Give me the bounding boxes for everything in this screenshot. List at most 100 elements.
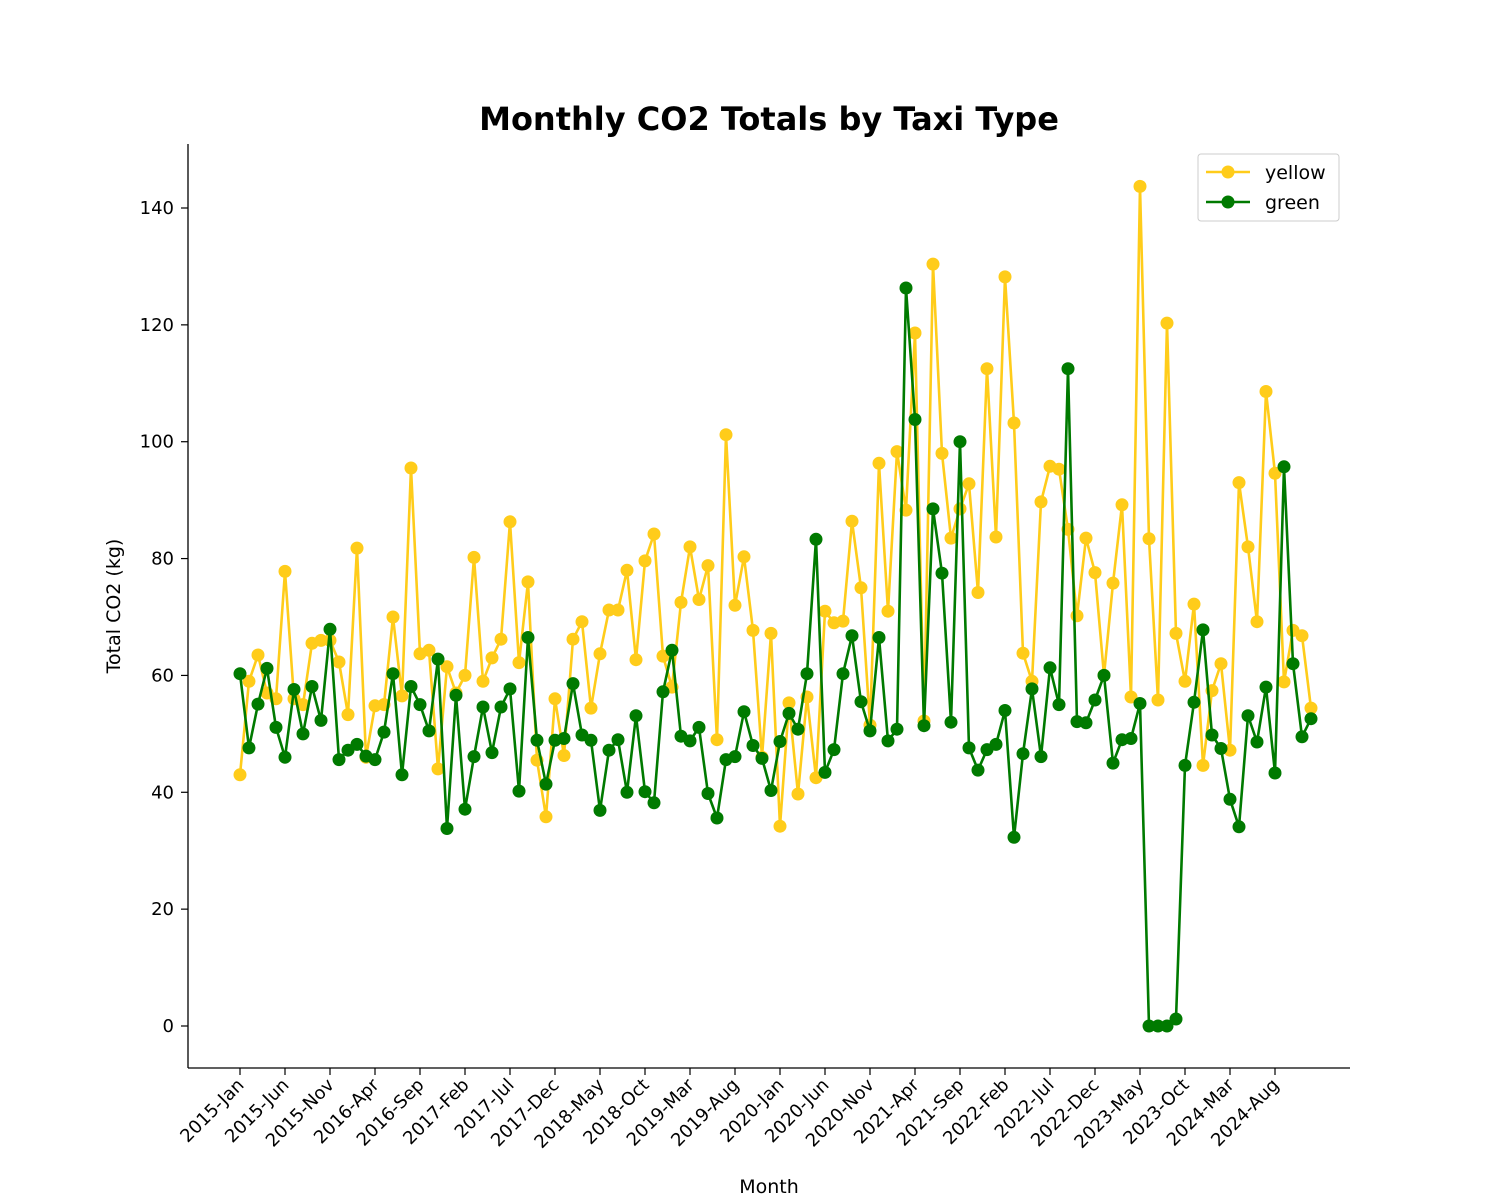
data-point-yellow (818, 604, 832, 618)
data-point-yellow (1304, 701, 1318, 715)
data-point-yellow (611, 603, 625, 617)
data-point-yellow (998, 270, 1012, 284)
data-point-green (413, 698, 427, 712)
chart-title: Monthly CO2 Totals by Taxi Type (479, 100, 1059, 138)
data-point-yellow (836, 614, 850, 628)
data-point-green (881, 734, 895, 748)
data-point-yellow (1070, 609, 1084, 623)
data-point-green (998, 704, 1012, 717)
legend-label-green: green (1265, 192, 1320, 214)
data-point-green (1223, 792, 1237, 806)
data-point-yellow (575, 615, 589, 629)
data-point-green (1169, 1012, 1183, 1026)
data-point-green (296, 727, 310, 741)
x-axis-ticks: 2015-Jan2015-Jun2015-Nov2016-Apr2016-Sep… (176, 1068, 1284, 1153)
data-point-green (1268, 766, 1282, 780)
data-point-yellow (1178, 674, 1192, 688)
data-point-green (1088, 693, 1102, 707)
data-point-yellow (593, 647, 607, 661)
data-point-green (368, 753, 382, 767)
data-point-green (1151, 1019, 1165, 1033)
y-tick-label: 60 (151, 665, 174, 686)
data-point-yellow (944, 531, 958, 545)
data-point-green (962, 741, 976, 755)
data-point-green (854, 695, 868, 709)
series-yellow (233, 179, 1318, 833)
data-point-green (836, 667, 850, 681)
data-point-yellow (539, 810, 553, 824)
y-tick-label: 140 (140, 198, 174, 219)
data-point-yellow (1007, 416, 1021, 430)
data-point-yellow (314, 633, 328, 647)
series-layer (233, 179, 1318, 1033)
data-point-green (863, 724, 877, 738)
data-point-green (1295, 730, 1309, 744)
data-point-green (791, 722, 805, 736)
data-point-green (332, 753, 346, 767)
data-point-yellow (494, 632, 508, 646)
data-point-yellow (242, 674, 256, 688)
data-point-green (386, 667, 400, 681)
data-point-yellow (1259, 385, 1273, 398)
data-point-yellow (1142, 532, 1156, 546)
y-tick-label: 20 (151, 899, 174, 920)
data-point-green (1304, 712, 1318, 726)
data-point-yellow (1277, 675, 1291, 689)
data-point-green (827, 743, 841, 757)
data-point-green (908, 413, 922, 426)
data-point-green (485, 746, 499, 760)
data-point-yellow (971, 586, 985, 599)
data-point-yellow (1079, 531, 1093, 545)
data-point-yellow (737, 550, 751, 564)
y-axis-ticks: 0 20 40 60 80 100 120 140 (140, 198, 188, 1037)
data-point-yellow (620, 563, 634, 577)
data-point-green (1187, 695, 1201, 709)
data-point-yellow (773, 819, 787, 833)
data-point-yellow (548, 692, 562, 706)
data-point-green (935, 566, 949, 580)
data-point-yellow (584, 701, 598, 715)
data-point-yellow (251, 648, 265, 662)
data-point-yellow (962, 477, 976, 491)
y-tick-label: 120 (140, 315, 174, 336)
data-point-yellow (386, 610, 400, 624)
data-point-green (782, 706, 796, 720)
data-point-green (539, 777, 553, 791)
data-point-green (1124, 732, 1138, 745)
data-point-green (665, 643, 679, 657)
data-point-yellow (647, 527, 661, 541)
data-point-yellow (1241, 540, 1255, 554)
data-point-green (656, 685, 670, 699)
data-point-yellow (854, 581, 868, 595)
data-point-yellow (566, 632, 580, 646)
data-point-yellow (791, 787, 805, 801)
data-point-green (1034, 750, 1048, 764)
data-point-yellow (692, 593, 706, 606)
data-point-green (899, 281, 913, 295)
data-point-green (953, 435, 967, 449)
legend-label-yellow: yellow (1265, 162, 1326, 184)
data-point-green (1016, 747, 1030, 761)
data-point-green (1007, 830, 1021, 844)
data-point-green (1097, 668, 1111, 682)
data-point-yellow (296, 698, 310, 712)
data-point-green (944, 715, 958, 729)
data-point-yellow (431, 762, 445, 776)
y-tick-label: 100 (140, 432, 174, 453)
data-point-green (800, 667, 814, 681)
data-point-green (557, 732, 571, 745)
data-point-yellow (764, 626, 778, 640)
data-point-green (710, 811, 724, 825)
data-point-green (431, 652, 445, 666)
data-point-yellow (467, 550, 481, 564)
data-point-yellow (728, 598, 742, 612)
data-point-yellow (953, 502, 967, 516)
data-point-yellow (872, 456, 886, 470)
data-point-green (251, 697, 265, 711)
legend-marker-green (1221, 195, 1235, 209)
data-point-green (692, 720, 706, 734)
data-point-yellow (845, 514, 859, 528)
data-point-yellow (1088, 566, 1102, 580)
data-point-green (584, 733, 598, 747)
data-point-green (746, 739, 760, 752)
